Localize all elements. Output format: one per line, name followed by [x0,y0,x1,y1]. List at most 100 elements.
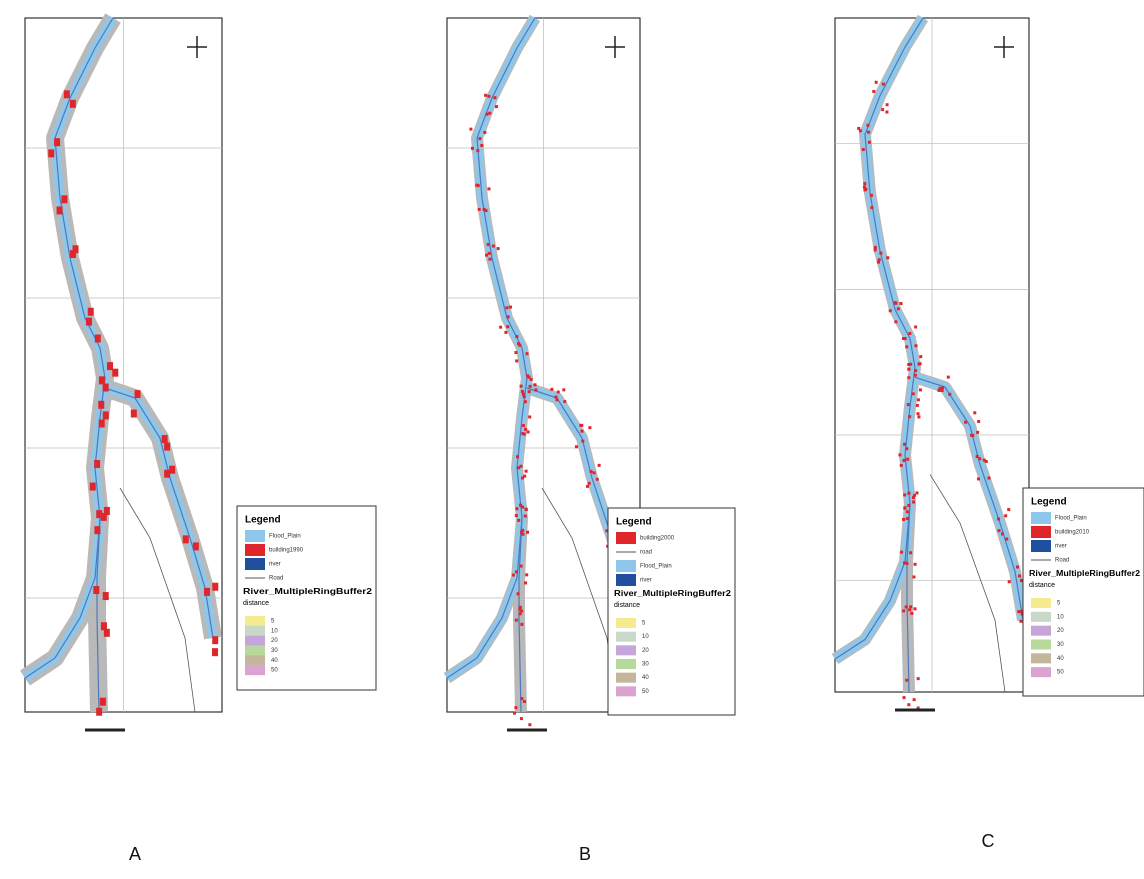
building [984,459,988,463]
building [102,383,109,392]
building [528,415,532,419]
building [533,383,537,387]
distance-label: 40 [1057,656,1064,662]
building [1015,565,1019,569]
building [94,526,101,535]
building [1005,537,1009,541]
building [471,146,475,150]
building [911,496,915,500]
building [914,325,918,329]
river [906,503,911,693]
distance-swatch [1031,598,1051,608]
building [973,411,977,415]
building [521,392,525,396]
building [971,434,975,438]
building [499,325,503,329]
distance-label: 5 [642,621,646,627]
river [834,17,924,660]
building [915,403,919,407]
distance-label: 50 [642,689,649,695]
river [446,17,536,679]
building [907,376,911,380]
building [1019,619,1023,623]
building [528,723,532,727]
building [888,309,892,313]
building [102,411,109,420]
building [903,442,907,446]
building [212,648,219,657]
building [72,245,79,254]
distance-swatch [616,686,636,697]
building [524,469,528,473]
building [169,465,176,474]
building [99,697,106,706]
building [161,435,168,444]
building [858,129,862,133]
building [937,388,941,392]
building [905,517,909,521]
north-arrow [187,36,207,58]
building [523,514,527,518]
building [496,247,500,251]
building [524,581,528,585]
distance-swatch [1031,625,1051,636]
buffer-title: River_MultipleRingBuffer2 [1029,569,1141,578]
distance-label: 20 [642,648,649,654]
distance-swatch [1031,639,1051,650]
building [881,82,885,86]
building [164,442,171,451]
building [514,706,518,710]
building [904,605,908,609]
river [914,376,1024,621]
building [874,80,878,84]
building [556,390,560,394]
building [867,130,871,134]
building [869,193,873,197]
building [917,362,921,366]
distance-swatch [616,659,636,669]
building [913,373,917,377]
distance-swatch [616,631,636,642]
building [103,506,110,515]
legend-label: river [269,562,281,568]
building [102,592,109,601]
building [520,530,524,534]
building [912,493,916,497]
building [867,140,871,144]
building [519,564,523,568]
building [913,607,917,611]
building [873,248,877,252]
building [526,430,530,434]
legend-label: river [640,578,652,584]
buffer-title: River_MultipleRingBuffer2 [243,587,373,596]
building [910,611,914,615]
building [976,430,980,434]
building [885,103,889,107]
buffer-title: River_MultipleRingBuffer2 [614,589,732,598]
north-arrow [605,36,625,58]
building [917,415,921,419]
building [487,187,491,191]
building [1007,580,1011,584]
building [1018,610,1022,614]
building [480,143,484,147]
building [516,592,520,596]
building [475,183,479,187]
building [487,94,491,98]
building [909,605,913,609]
building [605,529,609,533]
building [907,363,911,367]
building [521,532,525,536]
building [519,464,523,468]
distance-swatch [245,616,265,626]
building [484,93,488,97]
building [574,445,578,449]
building [912,698,916,702]
building [85,317,92,326]
building [987,476,991,480]
distance-swatch [245,665,265,676]
building [919,355,923,359]
building [976,477,980,481]
building [518,607,522,611]
building [69,99,76,108]
